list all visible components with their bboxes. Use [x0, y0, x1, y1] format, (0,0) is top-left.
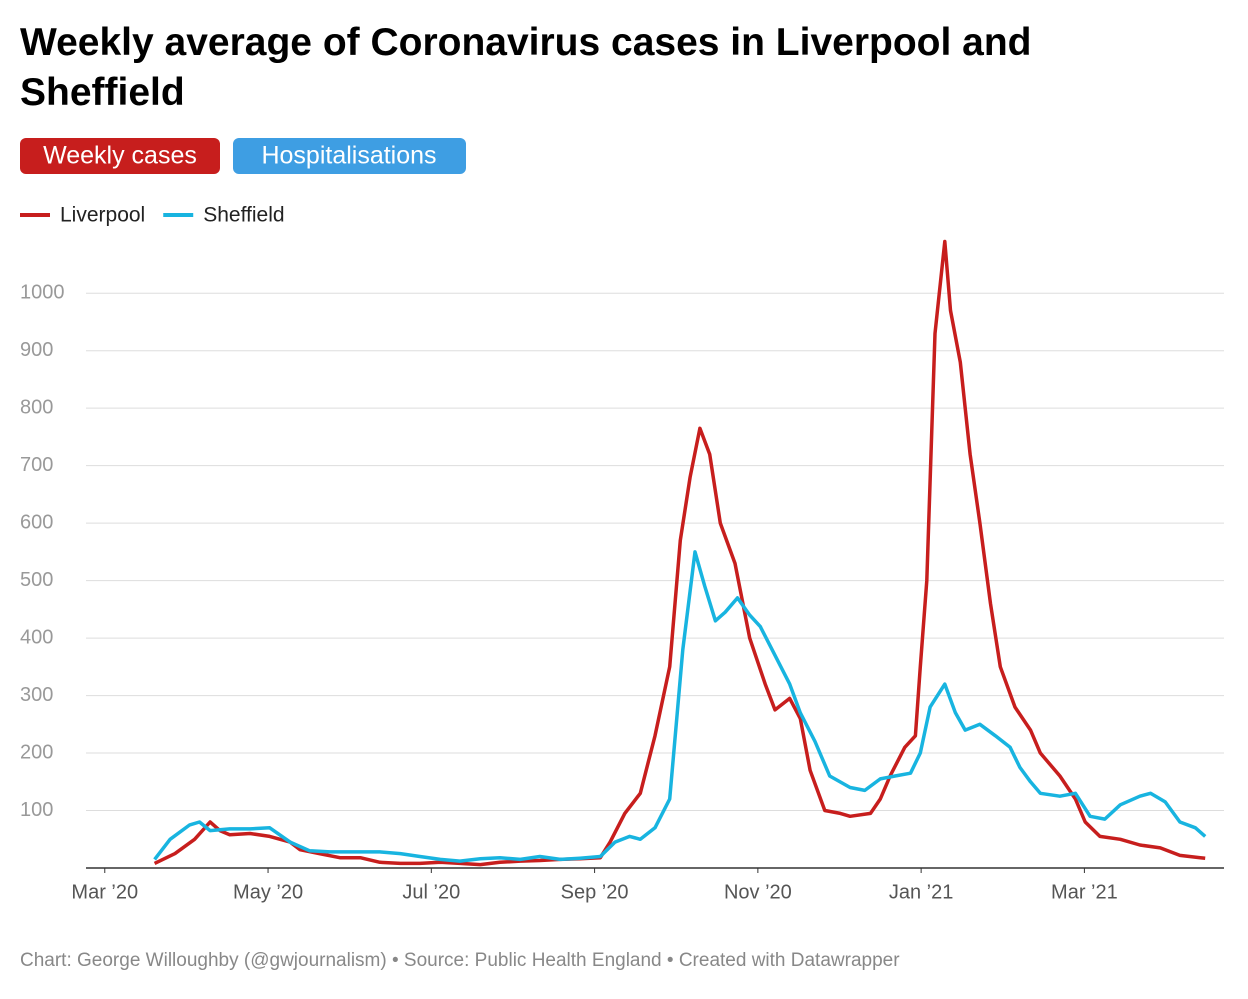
y-tick-label: 400 — [20, 626, 53, 648]
button[interactable] — [20, 138, 220, 174]
legend-label: Liverpool — [60, 204, 145, 227]
footer: Chart: George Willoughby (@gwjournalism)… — [20, 950, 900, 971]
button[interactable] — [233, 138, 466, 174]
y-tick-label: 900 — [20, 339, 53, 361]
legend-label: Sheffield — [203, 204, 284, 227]
x-tick-label: Nov ’20 — [724, 881, 792, 903]
x-tick-label: Jan ’21 — [889, 881, 954, 903]
y-tick-label: 700 — [20, 454, 53, 476]
y-tick-label: 200 — [20, 741, 53, 763]
title-box: Weekly average of Coronavirus cases in L… — [20, 21, 1032, 114]
button-label[interactable]: Hospitalisations — [261, 142, 436, 170]
x-tick-label: Mar ’20 — [71, 881, 138, 903]
plot: 100 200 300 400 500 600 700 800 900 1000 Mar ’20 Ma… — [20, 204, 1224, 903]
x-tick-label: Mar ’21 — [1051, 881, 1118, 903]
x-tick-label: Jul ’20 — [402, 881, 460, 903]
y-tick-label: 500 — [20, 569, 53, 591]
y-tick-label: 1000 — [20, 282, 65, 304]
y-tick-label: 600 — [20, 511, 53, 533]
y-tick-label: 100 — [20, 799, 53, 821]
series-line — [153, 239, 1206, 867]
chart-title: Weekly average of Coronavirus cases in L… — [20, 21, 1032, 114]
y-tick-label: 800 — [20, 396, 53, 418]
y-tick-label: 300 — [20, 684, 53, 706]
series-line — [153, 550, 1207, 863]
x-tick-label: Sep ’20 — [561, 881, 629, 903]
x-tick-label: May ’20 — [233, 881, 303, 903]
button-label[interactable]: Weekly cases — [43, 142, 197, 170]
